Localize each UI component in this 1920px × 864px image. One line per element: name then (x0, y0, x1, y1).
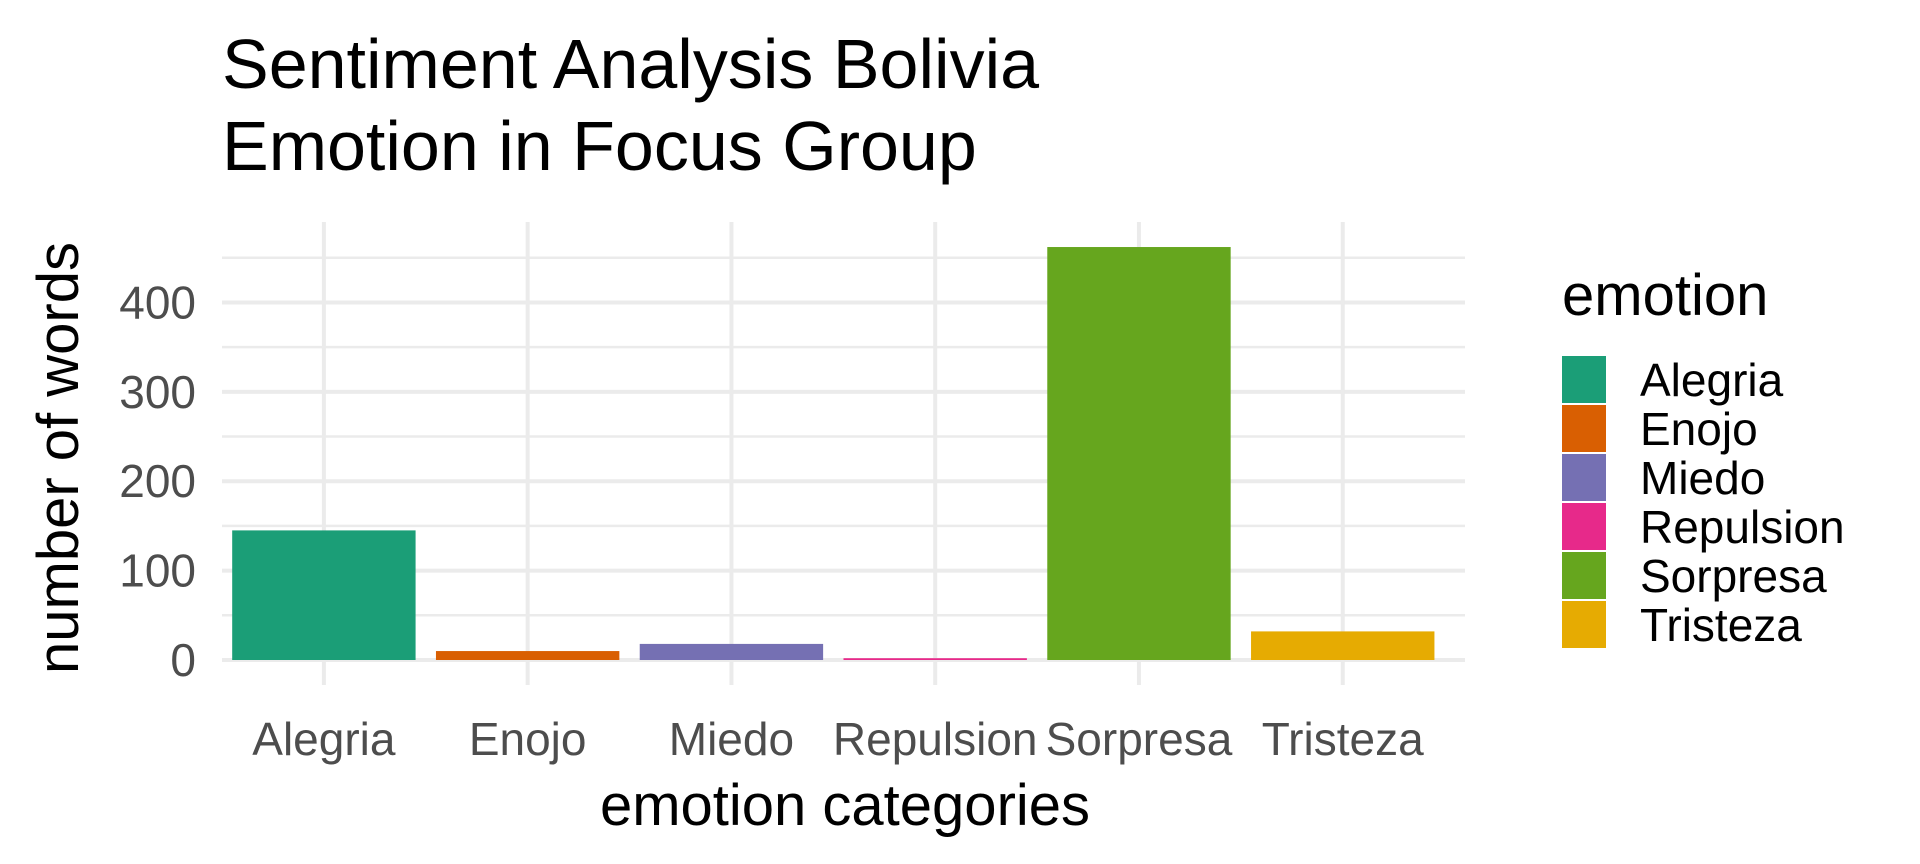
x-tick-label: Alegria (252, 713, 396, 765)
y-tick-label: 300 (119, 366, 196, 418)
legend-label: Miedo (1640, 452, 1765, 504)
legend-label: Enojo (1640, 403, 1758, 455)
x-tick-label: Repulsion (833, 713, 1038, 765)
x-axis-ticks: Alegria Enojo Miedo Repulsion Sorpresa Triste… (252, 713, 1424, 765)
x-tick-label: Miedo (669, 713, 794, 765)
legend-swatch (1562, 454, 1606, 501)
legend-swatch (1562, 356, 1606, 403)
x-tick-label: Tristeza (1262, 713, 1424, 765)
bar-sorpresa (1047, 247, 1231, 660)
legend-title: emotion (1562, 263, 1768, 328)
bar-tristeza (1251, 631, 1435, 660)
legend: emotion AlegriaEnojoMiedoRepulsionSorpre… (1562, 263, 1845, 651)
x-axis-title: emotion categories (600, 773, 1090, 838)
bar-repulsion (843, 658, 1027, 660)
legend-items: AlegriaEnojoMiedoRepulsionSorpresaTriste… (1562, 354, 1845, 651)
legend-label: Sorpresa (1640, 550, 1827, 602)
legend-swatch (1562, 601, 1606, 648)
x-tick-label: Sorpresa (1046, 713, 1233, 765)
y-tick-label: 400 (119, 276, 196, 328)
legend-swatch (1562, 552, 1606, 599)
bar-enojo (435, 651, 620, 660)
bar-miedo (639, 643, 824, 660)
y-tick-label: 0 (170, 634, 196, 686)
y-tick-label: 200 (119, 455, 196, 507)
legend-label: Alegria (1640, 354, 1784, 406)
legend-swatch (1562, 503, 1606, 550)
x-tick-label: Enojo (469, 713, 587, 765)
chart-title-line-2: Emotion in Focus Group (222, 107, 977, 185)
legend-label: Tristeza (1640, 599, 1802, 651)
y-tick-label: 100 (119, 545, 196, 597)
bar-alegria (232, 530, 416, 660)
legend-label: Repulsion (1640, 501, 1845, 553)
legend-swatch (1562, 405, 1606, 452)
y-axis-title: number of words (26, 242, 91, 674)
y-axis-ticks: 0 100 200 300 400 (119, 276, 196, 686)
bars (232, 247, 1435, 660)
chart-title: Sentiment Analysis Bolivia Emotion in Fo… (222, 25, 1039, 185)
chart-title-line-1: Sentiment Analysis Bolivia (222, 25, 1039, 103)
